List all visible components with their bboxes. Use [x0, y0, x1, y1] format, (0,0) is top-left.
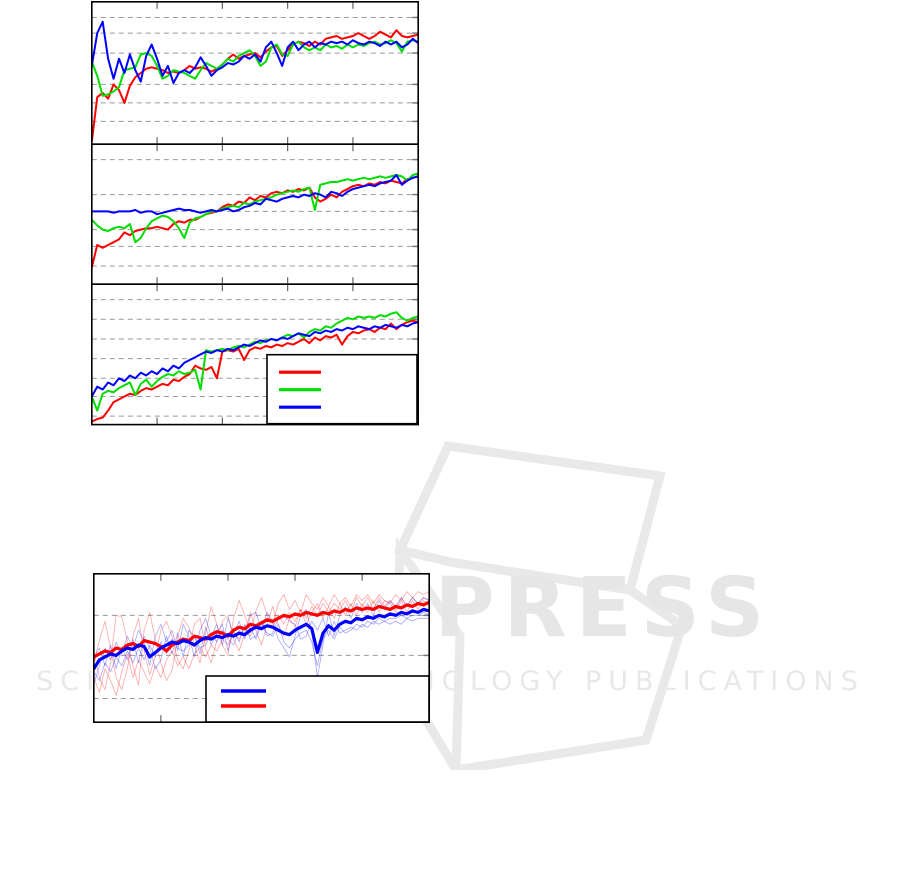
mean-comparison-svg: [93, 573, 430, 723]
figure-mean-comparison: [93, 573, 430, 723]
figure-stacked-panels: [91, 1, 419, 426]
stacked-panels-svg: [91, 1, 419, 426]
